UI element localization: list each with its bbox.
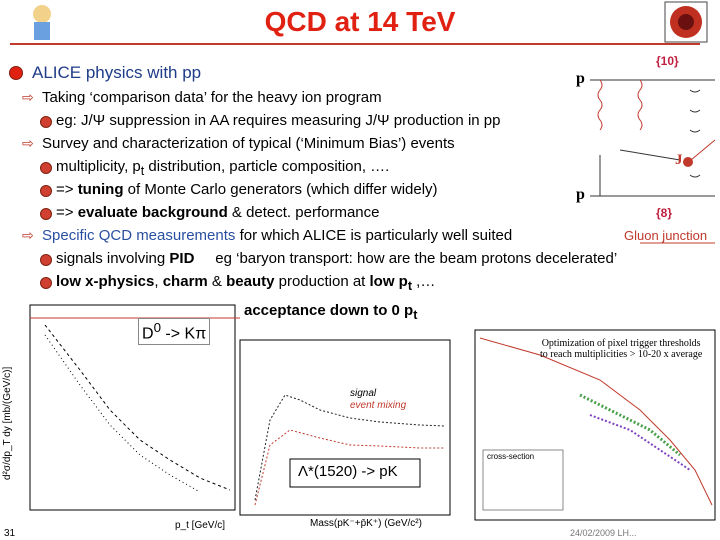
bullet-text: Specific QCD measurements for which ALIC… [42,227,513,244]
legend-entry: event mixing [350,400,407,411]
junction-dot [683,157,693,167]
legend-title: cross-section [487,452,535,461]
sub-bullet [40,254,52,266]
x-axis-label: p_t [GeV/c] [175,520,226,531]
section-heading: ALICE physics with pp [32,63,202,82]
bullet-text: low x-physics, charm & beauty production… [56,273,436,293]
plot-label: D0 -> Kπ [138,318,211,346]
title: QCD at 14 TeV [264,6,456,37]
bullet-text: multiplicity, pt distribution, particle … [56,158,390,178]
plot-annotation: acceptance down to 0 pt [244,302,418,322]
bullet-text: => evaluate background & detect. perform… [56,204,380,221]
sub-bullet [40,162,52,174]
arrow-bullet: ⇨ [22,227,34,243]
plot-trigger [474,329,716,521]
bullet-text: Taking ‘comparison data’ for the heavy i… [42,89,382,106]
sub-bullet [40,185,52,197]
annotation: Gluon junction [624,228,708,243]
diagram-label: {10} [656,54,679,68]
bullet-text: Survey and characterization of typical (… [42,135,455,152]
diagram-label: J [675,152,683,168]
plot-note: Optimization of pixel trigger thresholds… [540,338,703,360]
feynman-diagram [590,79,716,197]
arrow-bullet: ⇨ [22,89,34,105]
diagram-label: p [576,186,585,203]
logo-right [664,1,708,43]
sub-bullet [40,277,52,289]
bullet-text: => tuning of Monte Carlo generators (whi… [56,181,438,198]
footer-date: 24/02/2009 LH... [570,528,637,538]
plot-label: Λ*(1520) -> pK [298,463,398,480]
bullet-text: eg: J/Ψ suppression in AA requires measu… [56,112,501,129]
page-number: 31 [4,528,16,539]
plot-lambda [239,339,451,516]
arrow-bullet: ⇨ [22,135,34,151]
section-bullet [9,66,23,80]
diagram-label: p [576,70,585,87]
bullet-text: signals involving PID eg ‘baryon transpo… [56,250,618,267]
y-axis-label: d²σ/dp_T dy [mb/(GeV/c)] [2,366,13,480]
x-axis-label: Mass(pK⁻+p̄K⁺) (GeV/c²) [310,518,422,529]
legend-entry: signal [350,388,377,399]
sub-bullet [40,116,52,128]
logo-left [33,5,51,40]
diagram-label: {8} [656,206,673,220]
sub-bullet [40,208,52,220]
